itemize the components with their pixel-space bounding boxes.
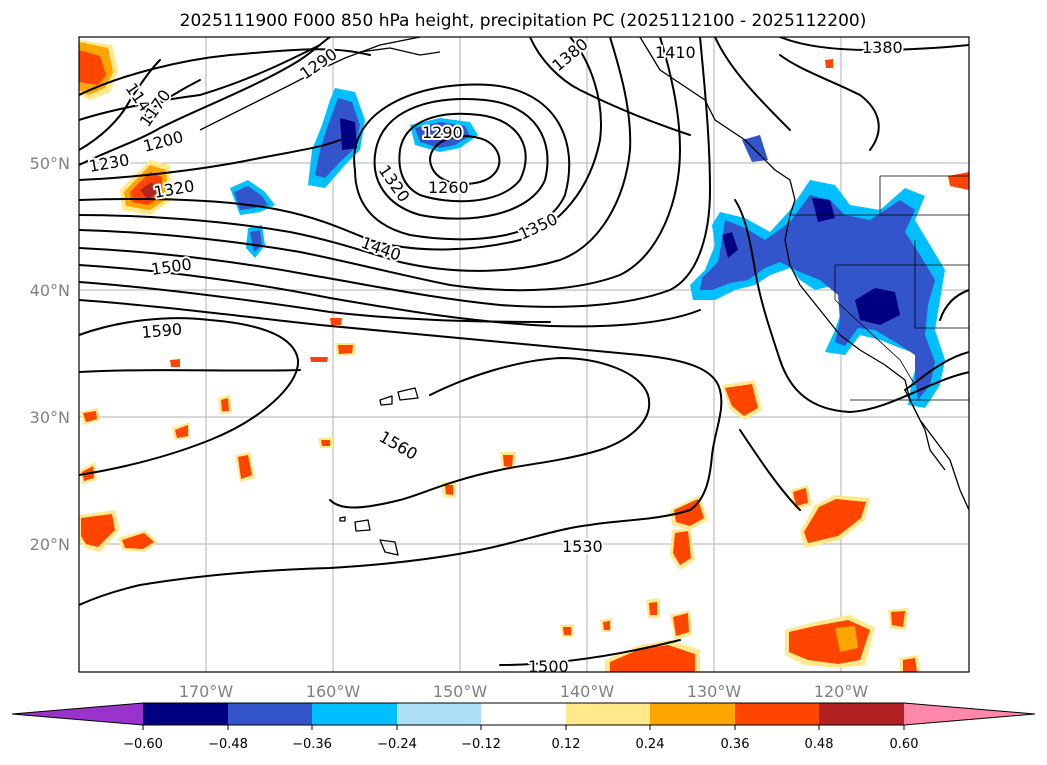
figure-title: 2025111900 F000 850 hPa height, precipit… [180,11,867,31]
colorbar-tick-label: 0.36 [721,737,750,752]
colorbar [11,702,1036,726]
lat-label: 50°N [30,154,70,173]
precip-blob-tropics [79,59,969,672]
lon-label: 140°W [560,682,615,701]
contour-label: 1410 [655,43,696,62]
colorbar-tick-label: 0.48 [805,737,834,752]
contour-label: 1500 [528,657,569,676]
precip-blob-gulf-alaska [230,88,768,258]
colorbar-tick-label: −0.12 [461,737,501,752]
negative-precip-areas [230,88,945,408]
lat-label: 40°N [30,281,70,300]
state-borders [790,175,969,401]
contour-label: 1380 [862,38,903,57]
colorbar-extend-max [904,703,1035,725]
colorbar-tick-label: 0.60 [890,737,919,752]
colorbar-segment [819,703,904,725]
colorbar-tick-label: −0.48 [208,737,248,752]
map-area: 1260 1290 1290 1320 1320 1350 1380 1380 … [79,37,969,676]
colorbar-segment [481,703,566,725]
longitude-labels: 170°W 160°W 150°W 140°W 130°W 120°W [179,682,869,701]
colorbar-segment [228,703,312,725]
colorbar-ticks: −0.60 −0.48 −0.36 −0.24 −0.12 0.12 0.24 … [123,725,918,752]
colorbar-tick-label: 0.24 [636,737,665,752]
lon-label: 120°W [814,682,869,701]
lon-label: 160°W [306,682,361,701]
colorbar-segment [735,703,819,725]
map-frame [78,36,970,673]
height-contours [79,37,969,666]
latitude-labels: 50°N 40°N 30°N 20°N [30,154,70,554]
colorbar-tick-label: 0.12 [552,737,581,752]
lat-label: 30°N [30,408,70,427]
colorbar-segment [650,703,735,725]
colorbar-segment [566,703,650,725]
colorbar-tick-label: −0.60 [123,737,163,752]
colorbar-segment [143,703,228,725]
precip-blob-west-coast [690,180,945,408]
lon-label: 150°W [433,682,488,701]
colorbar-extend-min [12,703,143,725]
lon-label: 170°W [179,682,234,701]
contour-label: 1260 [428,178,469,197]
lat-label: 20°N [30,535,70,554]
coastlines [199,37,969,556]
lon-label: 130°W [687,682,742,701]
contour-label: 1590 [141,320,183,342]
colorbar-segment [312,703,397,725]
colorbar-segment [397,703,481,725]
colorbar-tick-label: −0.24 [377,737,417,752]
contour-label: 1290 [422,123,463,142]
colorbar-tick-label: −0.36 [292,737,332,752]
contour-label: 1530 [562,537,603,556]
